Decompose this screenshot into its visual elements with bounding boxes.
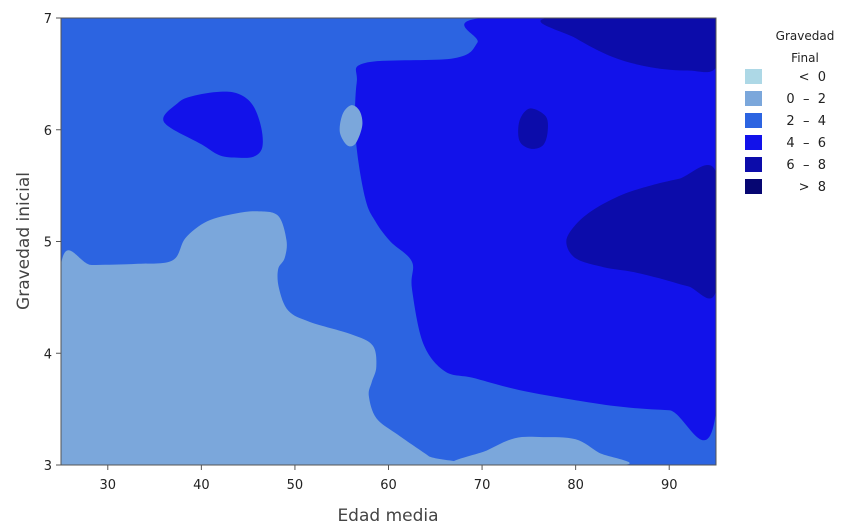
y-tick-label-2: 5: [44, 236, 52, 251]
legend-swatch-2: [745, 113, 762, 128]
contour-regions: [61, 18, 716, 465]
y-tick-label-4: 7: [44, 12, 52, 27]
x-tick-label-3: 60: [380, 478, 397, 493]
y-tick-label-0: 3: [44, 459, 52, 474]
contour-region-3: [540, 18, 716, 73]
contour-region-7: [452, 436, 630, 465]
legend-swatch-4: [745, 157, 762, 172]
legend-title-line-2: Final: [791, 51, 819, 65]
x-tick-label-1: 40: [193, 478, 210, 493]
legend-label-0: < 0: [799, 70, 826, 85]
contour-region-2: [163, 91, 263, 158]
x-axis-title: Edad media: [337, 506, 438, 526]
contour-region-5: [518, 108, 548, 149]
legend-swatch-0: [745, 69, 762, 84]
legend-swatch-1: [745, 91, 762, 106]
contour-region-1: [354, 18, 716, 441]
legend-label-2: 2 – 4: [786, 114, 826, 129]
x-tick-label-2: 50: [287, 478, 304, 493]
x-tick-label-5: 80: [567, 478, 584, 493]
legend: Gravedad Final < 0 0 – 2 2 – 4 4 – 6 6 – 8 > …: [745, 29, 834, 195]
y-axis-title: Gravedad inicial: [14, 172, 34, 310]
legend-label-3: 4 – 6: [786, 136, 826, 151]
contour-region-4: [566, 165, 716, 299]
legend-label-5: > 8: [799, 180, 826, 195]
x-tick-label-0: 30: [100, 478, 117, 493]
legend-label-1: 0 – 2: [786, 92, 826, 107]
y-tick-label-1: 4: [44, 347, 52, 362]
contour-region-8: [339, 105, 363, 147]
y-axis: 3 4 5 6 7: [44, 12, 61, 474]
legend-swatch-5: [745, 179, 762, 194]
legend-swatch-3: [745, 135, 762, 150]
legend-label-4: 6 – 8: [786, 158, 826, 173]
contour-region-6: [61, 211, 467, 465]
x-tick-label-4: 70: [474, 478, 491, 493]
x-axis: 30 40 50 60 70 80 90: [100, 465, 678, 493]
x-tick-label-6: 90: [661, 478, 678, 493]
y-tick-label-3: 6: [44, 124, 52, 139]
legend-title-line-1: Gravedad: [776, 29, 835, 43]
